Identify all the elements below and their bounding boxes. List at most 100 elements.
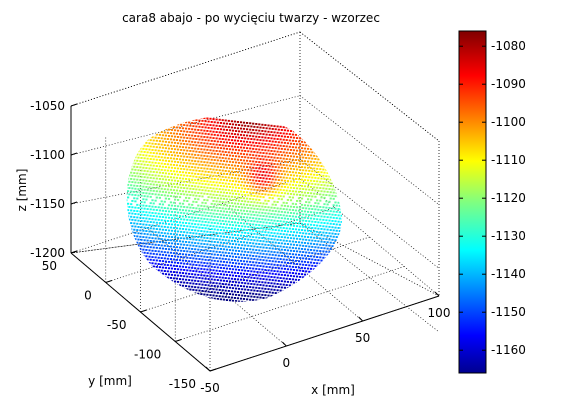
point (341, 309, 343, 311)
point (291, 146, 294, 149)
point (161, 253, 164, 256)
point (289, 218, 293, 221)
point (178, 183, 182, 186)
point (246, 128, 249, 131)
point (142, 236, 145, 238)
point (137, 295, 140, 298)
point (192, 257, 195, 260)
point (203, 274, 206, 277)
point (325, 231, 328, 234)
point (262, 158, 265, 161)
point (194, 166, 197, 169)
point (185, 259, 188, 262)
point (292, 212, 296, 215)
point (128, 143, 131, 145)
point (192, 156, 195, 159)
point (126, 230, 128, 233)
point (169, 125, 172, 128)
point (203, 123, 206, 126)
point (256, 151, 259, 154)
point (166, 150, 169, 153)
point (152, 284, 155, 287)
point (154, 262, 157, 265)
point (204, 170, 207, 173)
point (311, 290, 314, 292)
point (246, 298, 249, 301)
point (137, 144, 140, 146)
point (219, 159, 222, 162)
point (250, 289, 253, 292)
point (292, 168, 296, 171)
point (174, 160, 177, 163)
point (299, 231, 302, 234)
point (127, 139, 130, 142)
point (283, 315, 285, 317)
point (186, 237, 189, 240)
point (198, 245, 201, 248)
point (338, 255, 341, 258)
point (238, 307, 240, 309)
point (334, 258, 337, 260)
point (265, 278, 268, 281)
point (325, 257, 328, 259)
point (219, 122, 222, 124)
point (286, 303, 288, 305)
point (197, 154, 200, 157)
point (217, 304, 219, 306)
point (215, 131, 218, 133)
point (166, 188, 169, 191)
point (255, 261, 258, 264)
point (298, 311, 300, 313)
point (341, 230, 343, 233)
point (326, 253, 329, 256)
point (241, 187, 244, 190)
point (259, 227, 262, 230)
point (296, 143, 299, 146)
point (148, 111, 150, 113)
point (247, 144, 250, 146)
point (178, 227, 182, 230)
point (340, 284, 343, 286)
point (139, 141, 142, 144)
point (335, 255, 338, 257)
point (242, 216, 246, 219)
point (191, 159, 194, 162)
point (155, 259, 158, 262)
point (126, 293, 128, 296)
point (326, 241, 329, 244)
point (217, 311, 219, 313)
point (307, 305, 309, 307)
point (290, 306, 292, 308)
point (216, 216, 219, 218)
point (200, 116, 203, 119)
point (331, 295, 334, 298)
point (285, 227, 288, 230)
point (169, 182, 172, 185)
point (328, 137, 331, 140)
point (291, 202, 294, 205)
point (279, 207, 282, 210)
point (244, 269, 247, 272)
point (325, 294, 328, 297)
point (209, 287, 212, 290)
point (146, 164, 149, 166)
point (169, 207, 172, 210)
point (316, 218, 319, 221)
point (261, 230, 264, 233)
point (252, 299, 255, 301)
point (235, 193, 238, 195)
point (253, 277, 256, 279)
point (276, 169, 279, 172)
point (250, 131, 253, 134)
point (149, 271, 152, 274)
point (277, 302, 279, 304)
point (166, 144, 169, 147)
point (207, 290, 210, 293)
point (225, 122, 228, 125)
point (289, 167, 293, 170)
point (206, 230, 209, 233)
point (259, 164, 262, 167)
point (200, 211, 203, 214)
point (291, 240, 294, 243)
point (172, 126, 175, 129)
